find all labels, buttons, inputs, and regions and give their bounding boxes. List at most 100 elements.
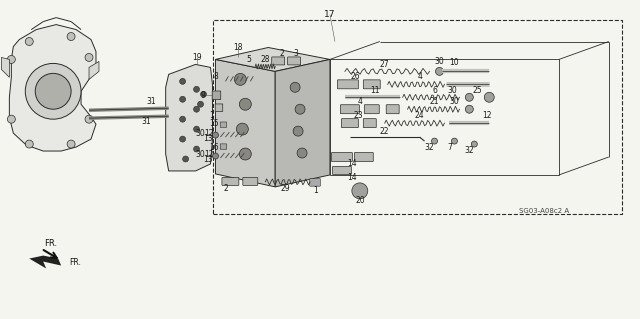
Bar [214,19,621,214]
Text: 1: 1 [209,111,214,120]
Text: 17: 17 [324,10,336,19]
Circle shape [198,101,204,107]
Text: 23: 23 [353,111,363,120]
FancyBboxPatch shape [364,105,380,114]
Circle shape [35,73,71,109]
Circle shape [297,148,307,158]
Circle shape [85,115,93,123]
FancyBboxPatch shape [341,119,358,128]
Text: 5: 5 [246,55,251,64]
Circle shape [451,138,458,144]
Circle shape [200,91,207,97]
Polygon shape [29,256,61,269]
Text: 4: 4 [357,97,362,106]
FancyBboxPatch shape [332,167,351,174]
Circle shape [484,92,494,102]
FancyBboxPatch shape [364,80,380,89]
Text: 25: 25 [472,86,482,95]
Text: 30: 30 [196,129,205,137]
Circle shape [8,115,15,123]
Text: 31: 31 [141,117,150,126]
Text: 14: 14 [347,160,356,168]
Polygon shape [1,57,10,78]
Text: 30: 30 [447,86,458,95]
Circle shape [435,67,444,75]
FancyBboxPatch shape [287,57,301,65]
Text: 12: 12 [483,111,492,120]
Text: SG03-A08c2 A: SG03-A08c2 A [519,208,569,214]
Circle shape [67,140,75,148]
Text: 3: 3 [294,49,298,58]
FancyBboxPatch shape [386,105,399,114]
Polygon shape [166,64,212,171]
Text: FR.: FR. [69,258,81,267]
Text: 32: 32 [465,145,474,154]
FancyBboxPatch shape [332,152,353,161]
Circle shape [193,126,200,132]
Text: 12: 12 [204,129,213,137]
FancyBboxPatch shape [243,177,258,185]
Text: 13: 13 [204,134,213,143]
Polygon shape [216,48,330,71]
Circle shape [431,138,438,144]
Circle shape [85,54,93,62]
Text: 2: 2 [223,184,228,193]
Circle shape [180,78,186,84]
Circle shape [193,86,200,92]
Circle shape [465,93,474,101]
Text: 19: 19 [192,53,202,62]
Circle shape [26,63,81,119]
FancyBboxPatch shape [272,57,285,65]
FancyBboxPatch shape [355,152,373,161]
Circle shape [239,98,252,110]
Text: 11: 11 [370,86,380,95]
Text: 24: 24 [415,111,424,120]
Text: 8: 8 [214,72,218,81]
Text: 29: 29 [280,184,290,193]
Circle shape [180,116,186,122]
Text: 26: 26 [350,72,360,81]
Text: 2: 2 [280,49,285,58]
Circle shape [193,106,200,112]
Circle shape [212,132,218,138]
Polygon shape [89,62,99,79]
Text: 4: 4 [417,72,422,81]
Text: 27: 27 [380,60,390,69]
Text: 9: 9 [200,91,205,100]
Text: 14: 14 [347,174,356,182]
Text: 12: 12 [204,150,213,159]
Text: 10: 10 [449,58,460,67]
Text: 28: 28 [260,55,270,64]
FancyBboxPatch shape [222,177,239,185]
Circle shape [465,105,474,113]
FancyBboxPatch shape [220,144,227,149]
Circle shape [352,183,368,199]
Text: FR.: FR. [45,239,58,248]
FancyBboxPatch shape [337,80,358,89]
FancyBboxPatch shape [215,104,223,112]
Circle shape [26,140,33,148]
Circle shape [8,56,15,63]
FancyBboxPatch shape [220,122,227,127]
Text: 15: 15 [209,119,218,128]
Text: 21: 21 [429,97,439,106]
Circle shape [180,96,186,102]
Polygon shape [10,25,96,151]
Polygon shape [275,59,330,187]
FancyBboxPatch shape [212,91,221,100]
Polygon shape [216,59,275,187]
Circle shape [182,156,189,162]
Text: 16: 16 [209,143,218,152]
Text: 20: 20 [355,196,365,205]
Text: 7: 7 [447,143,452,152]
Circle shape [236,123,248,135]
Text: 31: 31 [146,97,156,106]
FancyBboxPatch shape [340,105,359,114]
Circle shape [234,73,246,85]
Circle shape [67,33,75,41]
Text: 30: 30 [435,57,444,66]
Circle shape [180,136,186,142]
Circle shape [290,82,300,92]
Text: 6: 6 [432,86,437,95]
Circle shape [239,148,252,160]
